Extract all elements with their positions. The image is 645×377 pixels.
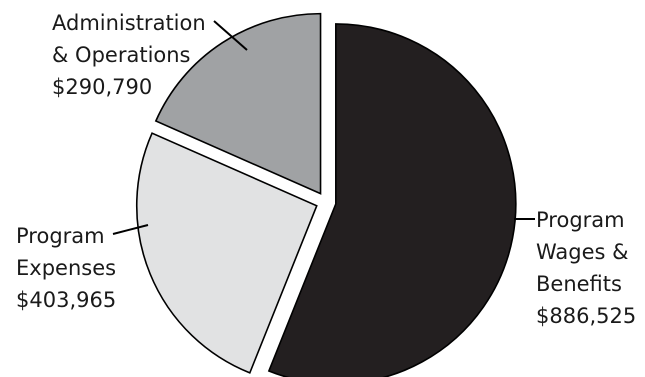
slice-label-admin: Administration & Operations $290,790 (52, 11, 212, 99)
pie-slices (135, 12, 517, 377)
leader-line-expenses (112, 224, 149, 235)
leader-lines (112, 20, 535, 235)
slice-label-wages: Program Wages & Benefits $886,525 (536, 208, 636, 328)
pie-slice-wages (267, 23, 517, 377)
leader-line-admin (213, 20, 248, 51)
pie-slice-admin (154, 12, 322, 195)
pie-slice-expenses (135, 132, 318, 374)
slice-label-expenses: Program Expenses $403,965 (16, 224, 123, 312)
